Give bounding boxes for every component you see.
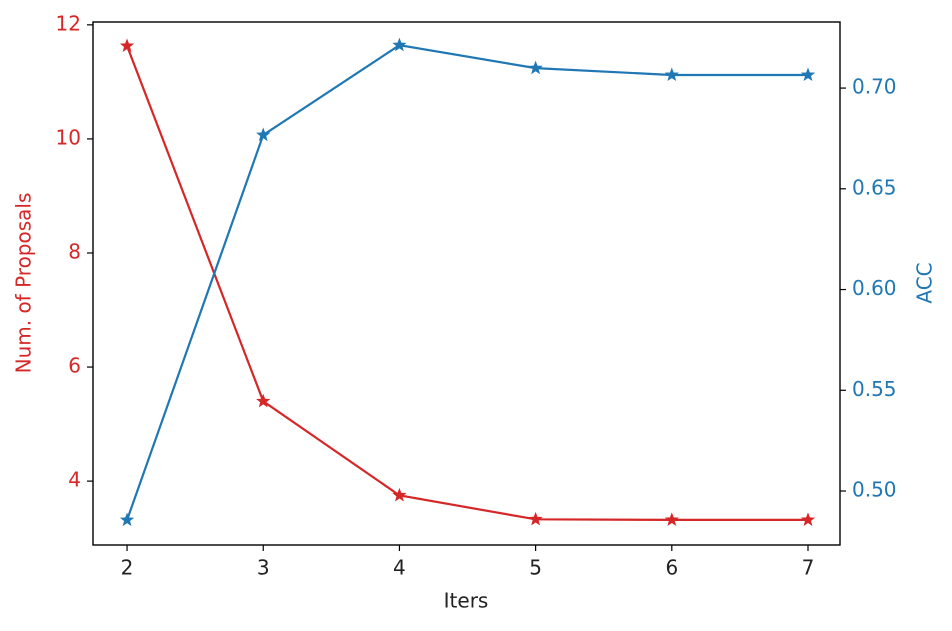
y2-tick-label: 0.70	[852, 75, 897, 99]
marker	[119, 512, 135, 527]
marker	[392, 37, 407, 52]
marker	[256, 127, 271, 142]
marker	[119, 38, 135, 53]
x-tick-label: 3	[257, 556, 270, 580]
x-tick-label: 6	[665, 556, 678, 580]
y-tick-label: 12	[56, 11, 81, 35]
line	[126, 45, 808, 522]
x-tick-label: 2	[121, 556, 134, 580]
y2-axis-label: ACC	[913, 262, 937, 303]
y2-tick-label: 0.65	[852, 175, 897, 199]
y2-tick-label: 0.50	[852, 478, 897, 502]
marker	[528, 60, 543, 75]
line	[126, 44, 808, 521]
plot-frame	[92, 21, 841, 546]
x-tick-label: 5	[529, 556, 542, 580]
marker	[256, 393, 271, 408]
y-tick-label: 4	[68, 468, 81, 492]
marker	[800, 512, 816, 526]
x-axis-label: Iters	[444, 589, 489, 613]
marker	[392, 487, 407, 502]
marker	[664, 512, 679, 526]
y2-tick-label: 0.60	[852, 276, 897, 300]
y-axis-label: Num. of Proposals	[12, 193, 36, 374]
x-tick-label: 4	[393, 556, 406, 580]
marker	[528, 511, 543, 526]
marker	[800, 67, 816, 82]
y2-tick-label: 0.55	[852, 377, 897, 401]
marker	[664, 67, 679, 82]
y-tick-label: 10	[56, 125, 81, 149]
y-tick-label: 8	[68, 239, 81, 263]
x-tick-label: 7	[802, 556, 815, 580]
y-tick-label: 6	[68, 354, 81, 378]
